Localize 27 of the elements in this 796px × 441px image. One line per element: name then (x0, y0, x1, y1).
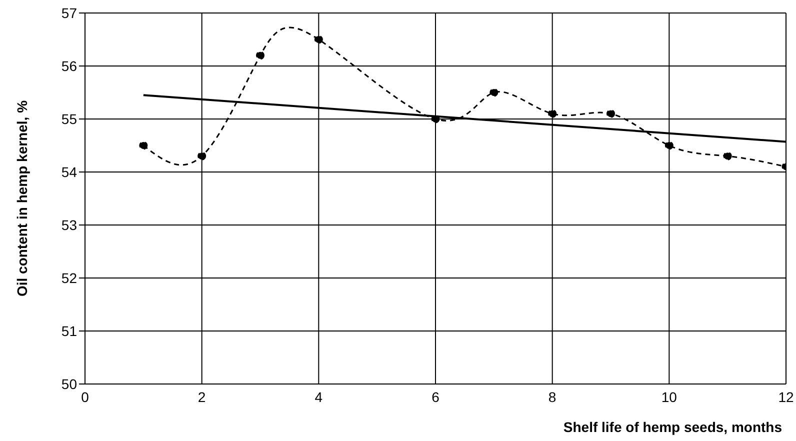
point (723, 152, 732, 160)
point (548, 109, 557, 118)
point (256, 51, 264, 60)
point (198, 152, 206, 160)
y-tick-label: 50 (61, 376, 78, 392)
x-tick-label: 6 (432, 388, 440, 405)
x-tick-label: 10 (661, 388, 678, 405)
y-tick-label: 56 (61, 58, 78, 74)
y-axis-title: Oil content in hemp kernel, % (14, 100, 30, 297)
point (490, 88, 498, 97)
x-tick-label: 2 (198, 388, 206, 405)
y-tick-label: 52 (61, 270, 78, 286)
point (139, 141, 148, 150)
x-tick-label: 8 (548, 388, 556, 405)
x-axis-title: Shelf life of hemp seeds, months (563, 419, 782, 435)
point (314, 35, 323, 44)
y-tick-label: 51 (61, 322, 78, 339)
point (606, 109, 615, 118)
x-tick-label: 4 (314, 388, 323, 405)
point (431, 114, 440, 124)
y-tick-label: 55 (61, 110, 78, 127)
y-tick-label: 57 (61, 4, 78, 21)
point (664, 141, 674, 150)
y-tick-label: 54 (61, 164, 78, 180)
y-tick-label: 53 (61, 216, 78, 233)
x-tick-label: 12 (778, 388, 794, 405)
x-tick-label: 0 (81, 388, 90, 405)
